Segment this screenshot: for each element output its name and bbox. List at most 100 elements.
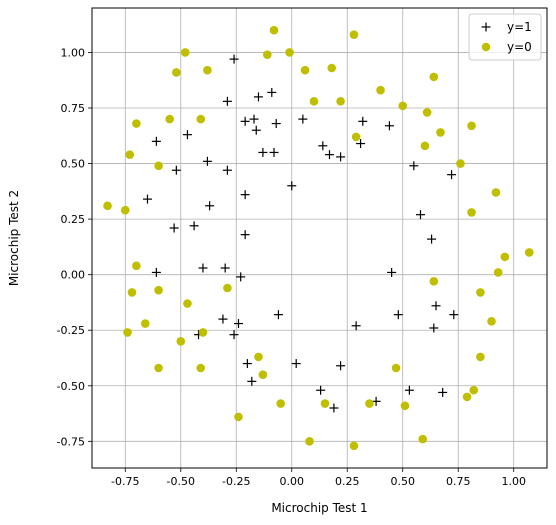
y-tick-label: -0.50 xyxy=(57,380,85,393)
data-point-y0 xyxy=(436,128,445,137)
data-point-y1 xyxy=(182,130,192,140)
x-tick-label: 0.75 xyxy=(446,475,471,488)
data-point-y1 xyxy=(198,263,208,273)
data-point-y1 xyxy=(356,139,366,149)
data-point-y1 xyxy=(324,150,334,160)
data-point-y0 xyxy=(327,63,337,73)
data-point-y1 xyxy=(151,267,161,277)
x-tick-label: -0.75 xyxy=(111,475,139,488)
data-point-y0 xyxy=(132,261,141,271)
data-point-y1 xyxy=(316,385,326,395)
data-point-y1 xyxy=(431,301,441,311)
data-point-y1 xyxy=(247,376,257,386)
data-point-y0 xyxy=(305,437,314,446)
data-point-y0 xyxy=(263,50,272,59)
data-point-y1 xyxy=(229,330,239,340)
data-point-y1 xyxy=(298,114,308,124)
data-point-y0 xyxy=(103,201,112,211)
data-point-y1 xyxy=(240,116,250,126)
legend-plus-y1 xyxy=(481,22,491,32)
data-point-y0 xyxy=(254,352,263,362)
data-point-y1 xyxy=(291,359,301,369)
data-point-y1 xyxy=(429,323,439,333)
y-tick-label: 1.00 xyxy=(61,46,86,59)
data-point-y1 xyxy=(169,223,179,233)
data-point-y0 xyxy=(493,268,503,277)
data-point-y1 xyxy=(249,114,259,124)
series-y0 xyxy=(103,25,534,451)
data-point-y1 xyxy=(222,96,232,106)
data-point-y1 xyxy=(318,141,328,151)
y-axis-label: Microchip Test 2 xyxy=(7,190,21,286)
data-point-y0 xyxy=(476,352,485,362)
data-point-y0 xyxy=(172,68,181,77)
data-point-y0 xyxy=(422,108,432,117)
axis-ticks: -0.75 -0.50 -0.25 0.00 0.25 0.50 0.75 1.00 -0.75… xyxy=(57,46,526,488)
data-point-y1 xyxy=(427,234,437,244)
data-point-y0 xyxy=(456,159,465,168)
data-point-y0 xyxy=(365,399,374,408)
data-point-y1 xyxy=(409,161,419,171)
data-point-y0 xyxy=(351,132,361,142)
data-point-y1 xyxy=(253,92,263,102)
plot-frame xyxy=(91,7,548,469)
data-point-y1 xyxy=(271,119,281,129)
data-point-y1 xyxy=(358,116,368,126)
data-point-y0 xyxy=(418,434,428,444)
data-point-y0 xyxy=(376,85,385,95)
x-tick-label: 0.25 xyxy=(335,475,360,488)
data-point-y1 xyxy=(269,147,279,157)
data-point-y1 xyxy=(242,359,252,369)
data-point-y0 xyxy=(180,48,190,57)
x-axis-label: Microchip Test 1 xyxy=(271,501,367,515)
data-point-y0 xyxy=(140,319,150,328)
data-point-y1 xyxy=(171,165,181,175)
y-tick-label: -0.75 xyxy=(57,435,85,448)
x-tick-label: -0.50 xyxy=(167,475,195,488)
data-point-y1 xyxy=(240,230,250,240)
legend-label-y0: y=0 xyxy=(507,40,532,54)
data-point-y0 xyxy=(398,101,408,111)
data-point-y1 xyxy=(229,54,239,64)
data-point-y0 xyxy=(203,65,212,75)
data-point-y1 xyxy=(438,387,448,397)
y-tick-label: 0.75 xyxy=(61,102,86,115)
y-tick-label: 0.50 xyxy=(61,158,86,171)
data-point-y1 xyxy=(142,194,152,204)
data-point-y0 xyxy=(276,399,285,408)
data-point-y0 xyxy=(391,363,401,373)
data-point-y0 xyxy=(154,285,163,295)
data-point-y0 xyxy=(258,370,268,379)
y-tick-label: 0.25 xyxy=(61,213,86,226)
data-point-y0 xyxy=(487,317,496,326)
data-point-y1 xyxy=(287,181,297,191)
data-point-y1 xyxy=(404,385,414,395)
data-point-y0 xyxy=(234,412,243,422)
data-point-y0 xyxy=(269,25,279,35)
data-point-y0 xyxy=(165,114,174,124)
data-point-y1 xyxy=(415,210,425,220)
data-point-y0 xyxy=(491,188,501,197)
data-point-y0 xyxy=(467,121,476,131)
data-point-y0 xyxy=(349,441,359,451)
x-tick-label: 1.00 xyxy=(501,475,526,488)
series-y1 xyxy=(142,54,459,413)
data-point-y0 xyxy=(469,385,479,395)
data-point-y1 xyxy=(236,272,246,282)
legend-marker-y1 xyxy=(481,22,491,32)
data-point-y1 xyxy=(449,310,459,320)
data-point-y1 xyxy=(336,152,346,162)
data-point-y0 xyxy=(429,72,439,82)
data-point-y1 xyxy=(222,165,232,175)
data-point-y0 xyxy=(524,248,534,257)
data-point-y0 xyxy=(132,119,141,128)
data-point-y0 xyxy=(154,161,163,171)
data-point-y1 xyxy=(189,221,199,231)
data-point-y0 xyxy=(420,141,430,151)
grid xyxy=(92,8,547,468)
data-point-y0 xyxy=(309,97,319,106)
y-tick-label: 0.00 xyxy=(61,269,86,282)
legend-marker-y0 xyxy=(481,42,491,52)
